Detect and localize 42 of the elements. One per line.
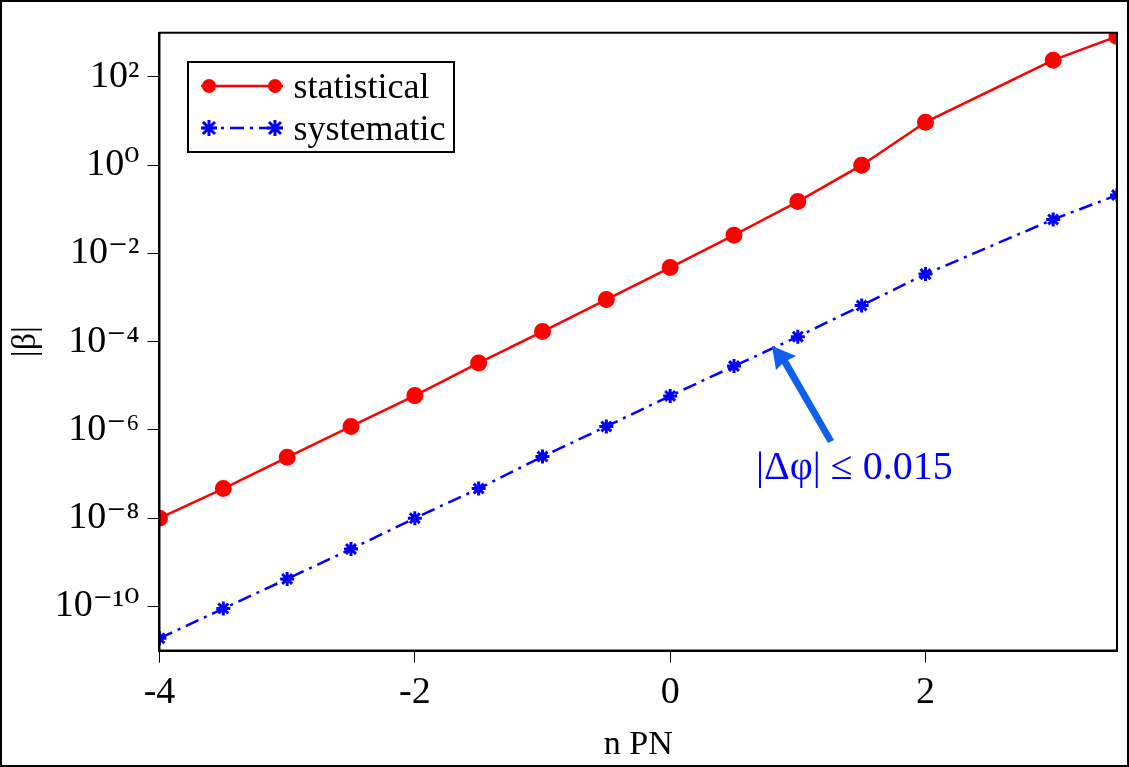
point bbox=[661, 387, 679, 405]
point bbox=[853, 156, 871, 174]
point bbox=[278, 570, 296, 588]
point bbox=[278, 448, 296, 466]
annotation: |Δφ| ≤ 0.015 bbox=[755, 443, 953, 489]
point bbox=[214, 480, 232, 498]
point bbox=[342, 417, 360, 435]
y-tick-label: 10⁻⁴ bbox=[68, 317, 140, 360]
y-tick-label: 10⁻⁶ bbox=[68, 405, 140, 448]
point bbox=[789, 328, 807, 346]
x-tick-label: -4 bbox=[143, 669, 176, 712]
y-tick-label: 10⁻² bbox=[70, 229, 140, 272]
x-tick-label: 2 bbox=[916, 669, 935, 712]
point bbox=[661, 259, 679, 277]
point bbox=[533, 448, 551, 466]
point bbox=[342, 540, 360, 558]
y-tick-label: 10² bbox=[90, 52, 140, 95]
y-tick-label: 10⁰ bbox=[86, 141, 140, 184]
point bbox=[597, 291, 615, 309]
point bbox=[406, 509, 424, 527]
point bbox=[597, 417, 615, 435]
point bbox=[789, 193, 807, 211]
point bbox=[725, 357, 743, 375]
point bbox=[1044, 210, 1062, 228]
point bbox=[917, 113, 934, 131]
legend-label: systematic bbox=[293, 106, 446, 149]
point bbox=[725, 226, 743, 244]
y-tick-label: 10⁻⁸ bbox=[68, 494, 140, 537]
point bbox=[470, 354, 488, 372]
point bbox=[406, 387, 424, 405]
legend-label: statistical bbox=[293, 64, 430, 107]
y-tick-label: 10⁻¹⁰ bbox=[54, 582, 140, 625]
y-axis-title: |β| bbox=[5, 326, 43, 358]
x-tick-label: -2 bbox=[398, 669, 431, 712]
point bbox=[853, 297, 871, 315]
point bbox=[533, 323, 551, 341]
point bbox=[1044, 51, 1062, 69]
point bbox=[917, 265, 934, 283]
point bbox=[470, 480, 488, 498]
x-axis-title: n PN bbox=[603, 723, 673, 761]
x-tick-label: 0 bbox=[660, 669, 680, 712]
point bbox=[214, 599, 232, 617]
